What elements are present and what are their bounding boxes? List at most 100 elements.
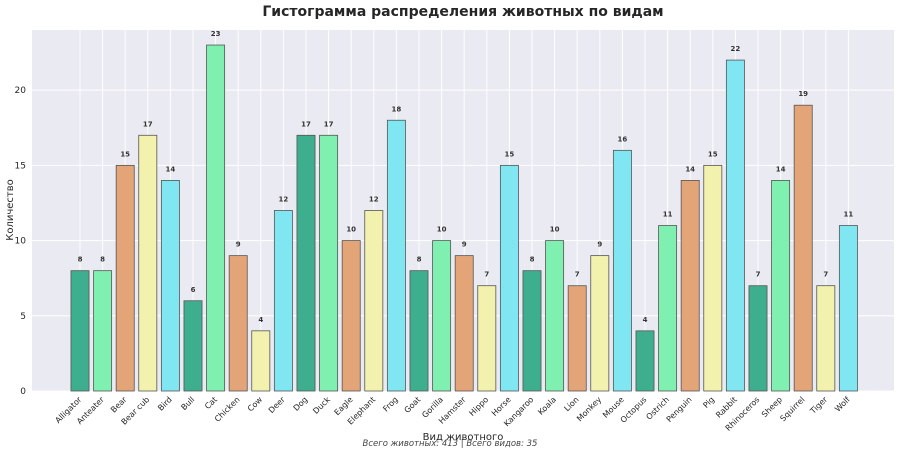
- bar-squirrel: [793, 104, 813, 392]
- bar-value-label: 12: [279, 196, 289, 204]
- x-tick-label: Hippo: [467, 395, 490, 418]
- x-tick-label: Deer: [267, 395, 288, 416]
- bars: [70, 44, 858, 392]
- x-tick-label: Bull: [179, 395, 196, 412]
- footer-summary: Всего животных: 413 | Всего видов: 35: [363, 439, 538, 449]
- bar-eagle: [341, 240, 361, 392]
- bar-value-label: 6: [191, 286, 196, 294]
- bar-octopus: [635, 330, 655, 392]
- bar-value-label: 10: [550, 226, 560, 234]
- bar-bird: [160, 180, 180, 392]
- bar-mouse: [612, 149, 632, 392]
- x-tick-label: Duck: [311, 395, 332, 416]
- bar-cow: [251, 330, 271, 392]
- bar-value-label: 15: [708, 150, 718, 158]
- bar-value-label: 17: [301, 120, 311, 128]
- x-tick-label: Bear: [109, 395, 129, 415]
- bar-hippo: [477, 285, 497, 392]
- bar-value-label: 12: [369, 196, 379, 204]
- x-tick-label: Koala: [536, 395, 558, 417]
- bar-value-label: 7: [484, 271, 489, 279]
- bar-value-label: 11: [844, 211, 854, 219]
- bar-value-label: 18: [392, 105, 402, 113]
- bar-value-label: 4: [643, 316, 648, 324]
- bar-value-label: 17: [324, 120, 334, 128]
- bar-ostrich: [658, 225, 678, 392]
- bar-pig: [703, 164, 723, 392]
- bar-tiger: [816, 285, 836, 392]
- bar-rhinoceros: [748, 285, 768, 392]
- bar-hamster: [454, 255, 474, 392]
- bar-kangaroo: [522, 270, 542, 392]
- bar-lion: [567, 285, 587, 392]
- x-tick-label: Goat: [403, 395, 423, 415]
- bar-elephant: [364, 210, 384, 392]
- bar-value-label: 4: [258, 316, 263, 324]
- y-tick-label: 10: [15, 237, 27, 247]
- x-axis-label: Вид животного: [423, 432, 504, 443]
- bar-goat: [409, 270, 429, 392]
- y-tick-label: 20: [15, 86, 27, 96]
- bar-gorilla: [432, 240, 452, 392]
- bar-value-label: 22: [731, 45, 741, 53]
- y-tick-label: 5: [20, 312, 26, 322]
- y-axis-label: Количество: [5, 179, 16, 241]
- x-tick-label: Frog: [381, 395, 399, 413]
- bar-value-label: 14: [776, 165, 786, 173]
- bar-value-label: 15: [120, 150, 130, 158]
- bar-value-label: 8: [417, 256, 422, 264]
- x-tick-label: Cow: [246, 395, 265, 414]
- bar-deer: [273, 210, 293, 392]
- bar-bear: [115, 164, 135, 392]
- bar-rabbit: [725, 59, 745, 392]
- bar-value-label: 23: [211, 30, 221, 38]
- bar-cat: [206, 44, 226, 392]
- y-tick-label: 15: [15, 161, 26, 171]
- x-tick-label: Chicken: [213, 395, 242, 424]
- bar-koala: [545, 240, 565, 392]
- bar-duck: [319, 134, 339, 392]
- x-tick-label: Bird: [156, 395, 174, 413]
- bar-frog: [386, 119, 406, 392]
- bar-alligator: [70, 270, 90, 392]
- bar-value-label: 8: [100, 256, 105, 264]
- bar-value-label: 16: [618, 135, 628, 143]
- bar-anteater: [93, 270, 113, 392]
- bar-value-label: 10: [437, 226, 447, 234]
- chart-title: Гистограмма распределения животных по ви…: [262, 4, 663, 20]
- bar-value-label: 11: [663, 211, 673, 219]
- x-tick-label: Tiger: [808, 395, 830, 417]
- bar-value-label: 14: [166, 165, 176, 173]
- bar-value-label: 8: [530, 256, 535, 264]
- x-tick-label: Dog: [292, 395, 310, 413]
- bar-wolf: [838, 225, 858, 392]
- bar-sheep: [771, 180, 791, 392]
- bar-value-label: 7: [575, 271, 580, 279]
- bar-monkey: [590, 255, 610, 392]
- bar-bear-cub: [138, 134, 158, 392]
- x-tick-label: Lion: [562, 395, 580, 413]
- bar-chicken: [228, 255, 248, 392]
- bar-value-label: 15: [505, 150, 515, 158]
- bar-bull: [183, 300, 203, 392]
- bar-value-label: 9: [236, 241, 241, 249]
- bar-value-label: 19: [798, 90, 808, 98]
- bar-value-label: 9: [597, 241, 602, 249]
- x-tick-label: Wolf: [833, 395, 852, 414]
- bar-value-label: 17: [143, 120, 153, 128]
- x-tick-label: Cat: [203, 395, 219, 411]
- bar-value-label: 10: [346, 226, 356, 234]
- x-tick-label: Pig: [701, 395, 716, 410]
- y-tick-labels: 0 5 10 15 20: [15, 86, 27, 397]
- x-tick-label: Monkey: [575, 395, 603, 423]
- y-tick-label: 0: [20, 387, 26, 397]
- bar-horse: [499, 164, 519, 392]
- bar-dog: [296, 134, 316, 392]
- bar-value-label: 8: [78, 256, 83, 264]
- bar-value-label: 9: [462, 241, 467, 249]
- bar-penguin: [680, 180, 700, 392]
- bar-value-label: 7: [823, 271, 828, 279]
